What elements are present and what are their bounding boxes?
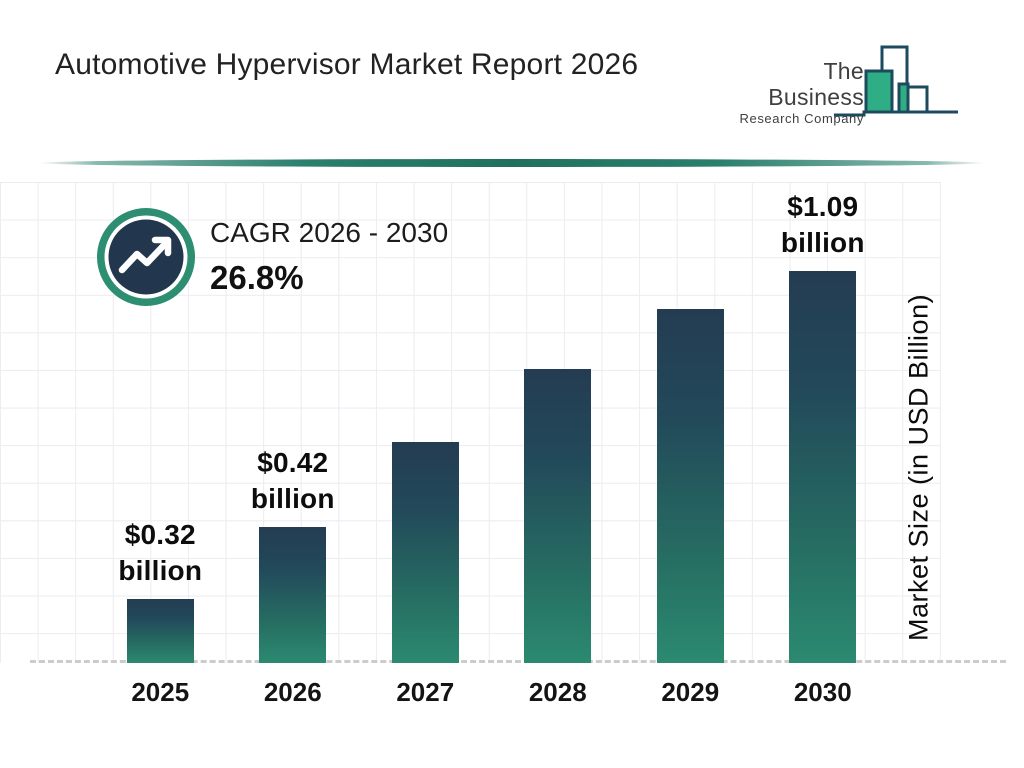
chart-column-2028: 2028 (492, 182, 625, 715)
bar-value-label-2025: $0.32 billion (118, 519, 203, 586)
bar-2025 (126, 599, 194, 663)
bar-value-label-2030: $1.09 billion (780, 191, 865, 258)
bar-year-label-2026: 2026 (263, 677, 322, 707)
bar-year-label-2028: 2028 (528, 677, 587, 707)
bar-2026 (259, 527, 327, 663)
bar-year-label-2029: 2029 (661, 677, 720, 707)
bar-year-label-2025: 2025 (131, 677, 190, 707)
chart-column-2026: $0.42 billion 2026 (227, 182, 360, 715)
bar-year-label-2027: 2027 (396, 677, 455, 707)
logo-text-line2: Research Company (739, 111, 864, 126)
bar-value-label-2026: $0.42 billion (250, 447, 335, 514)
chart-baseline (30, 660, 1006, 663)
bar-2030 (789, 271, 857, 663)
y-axis-label: Market Size (in USD Billion) (903, 293, 934, 641)
trend-up-badge-icon (97, 208, 195, 306)
cagr-value: 26.8% (210, 259, 304, 296)
cagr-block: CAGR 2026 - 2030 26.8% (210, 216, 448, 298)
logo-text-line1: The Business (768, 58, 864, 110)
bar-2027 (391, 442, 459, 663)
chart-column-2030: $1.09 billion 2030 (757, 182, 890, 715)
cagr-label: CAGR 2026 - 2030 (210, 217, 449, 248)
bar-2028 (524, 369, 592, 663)
bar-year-label-2030: 2030 (793, 677, 852, 707)
logo-bar-chart-icon (834, 45, 958, 117)
chart-columns: $0.32 billion 2025 $0.42 billion 2026 2027 2028… (94, 182, 889, 715)
page-title: Automotive Hypervisor Market Report 2026 (55, 48, 639, 81)
divider-line (38, 159, 986, 167)
company-logo: The Business Research Company (722, 58, 864, 127)
chart-column-2027: 2027 (359, 182, 492, 715)
chart-column-2029: 2029 (624, 182, 757, 715)
chart-column-2025: $0.32 billion 2025 (94, 182, 227, 715)
bar-2029 (656, 309, 724, 663)
